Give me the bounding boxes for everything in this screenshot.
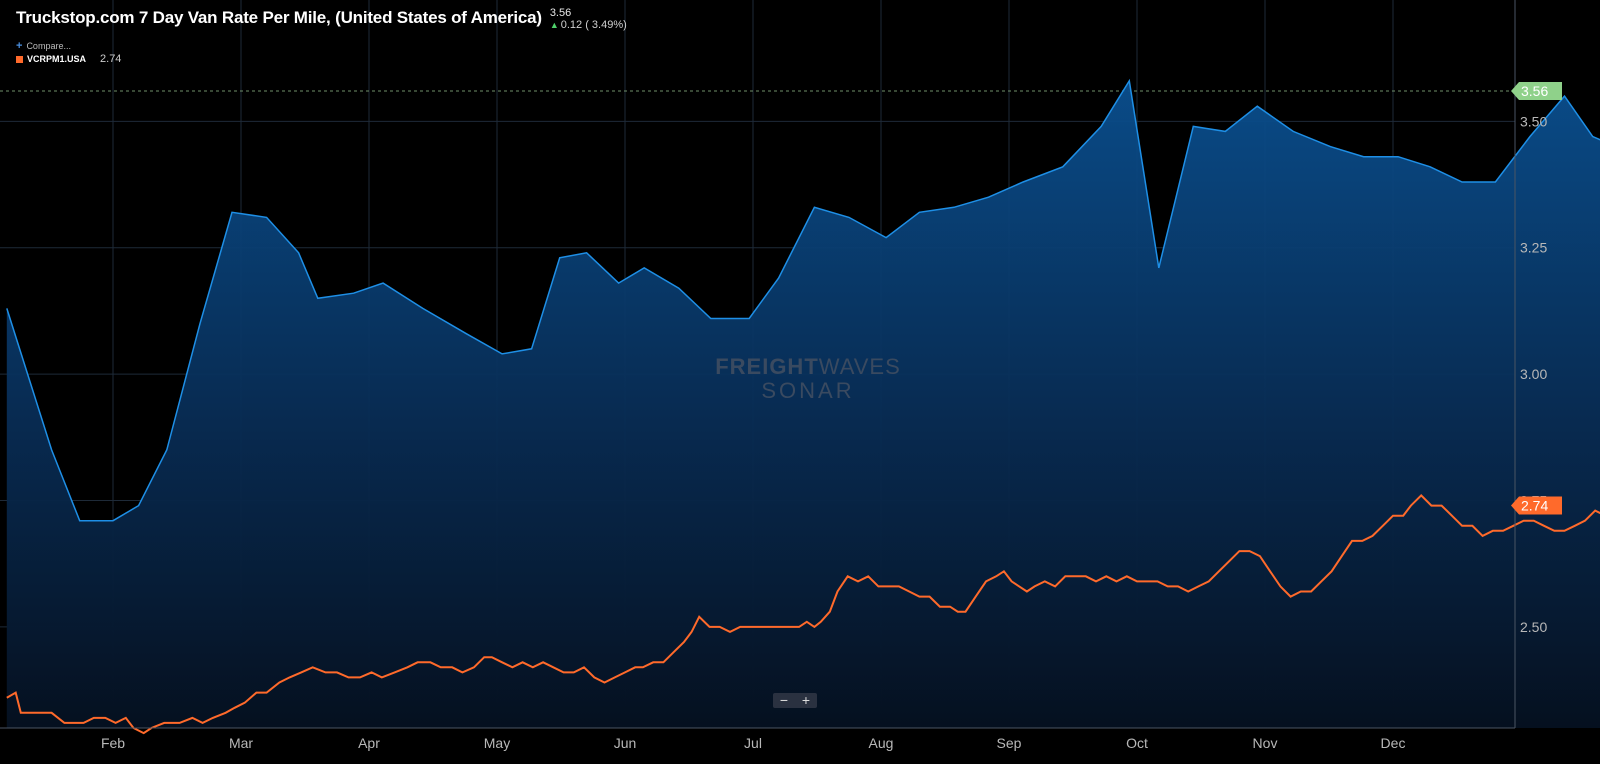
- up-arrow-icon: ▲: [549, 20, 559, 30]
- change-value: ▲ 0.12 ( 3.49%): [550, 19, 627, 31]
- x-tick-label: Apr: [358, 735, 380, 751]
- primary-last-badge: 3.56: [1511, 82, 1562, 100]
- x-tick-label: Feb: [101, 735, 125, 751]
- series-symbol: VCRPM1.USA: [27, 54, 87, 64]
- primary-last-badge-text: 3.56: [1521, 83, 1548, 99]
- compare-label: Compare...: [26, 41, 71, 51]
- plus-icon: +: [16, 40, 23, 52]
- series-swatch: [16, 56, 23, 63]
- x-tick-label: Jul: [744, 735, 762, 751]
- x-tick-label: Sep: [997, 735, 1022, 751]
- x-tick-label: Aug: [869, 735, 894, 751]
- secondary-last-badge-text: 2.74: [1521, 498, 1548, 514]
- last-value: 3.56: [549, 7, 572, 19]
- primary-series-line: [6, 78, 1600, 522]
- zoom-controls: − +: [773, 693, 817, 708]
- x-tick-label: Jun: [614, 735, 637, 751]
- x-tick-label: Dec: [1381, 735, 1406, 751]
- x-tick-label: Mar: [229, 735, 253, 751]
- primary-last-badge-shape: [1511, 82, 1562, 100]
- change-text: 0.12 ( 3.49%): [560, 19, 627, 31]
- x-tick-label: Nov: [1253, 735, 1278, 751]
- primary-series-area: [6, 80, 1600, 728]
- y-tick-label: 2.50: [1520, 619, 1547, 635]
- quote-box: 3.56 ▲ 0.12 ( 3.49%): [550, 7, 627, 31]
- zoom-in-button[interactable]: +: [801, 692, 811, 708]
- x-tick-label: May: [484, 735, 510, 751]
- y-tick-label: 3.50: [1520, 113, 1547, 129]
- legend: + Compare... VCRPM1.USA 2.74: [16, 40, 121, 66]
- y-tick-label: 3.00: [1520, 366, 1547, 382]
- series-value: 2.74: [100, 53, 122, 65]
- chart-title: Truckstop.com 7 Day Van Rate Per Mile, (…: [16, 8, 542, 27]
- secondary-series-line: [6, 493, 1600, 735]
- chart-header: Truckstop.com 7 Day Van Rate Per Mile, (…: [16, 7, 627, 31]
- secondary-last-badge-shape: [1511, 496, 1562, 515]
- y-tick-label: 3.25: [1520, 240, 1547, 256]
- x-tick-label: Oct: [1126, 735, 1148, 751]
- zoom-out-button[interactable]: −: [779, 692, 789, 708]
- compare-button[interactable]: + Compare...: [16, 40, 121, 53]
- secondary-last-badge: 2.74: [1511, 496, 1562, 515]
- legend-item-vcrpm1[interactable]: VCRPM1.USA 2.74: [16, 53, 121, 66]
